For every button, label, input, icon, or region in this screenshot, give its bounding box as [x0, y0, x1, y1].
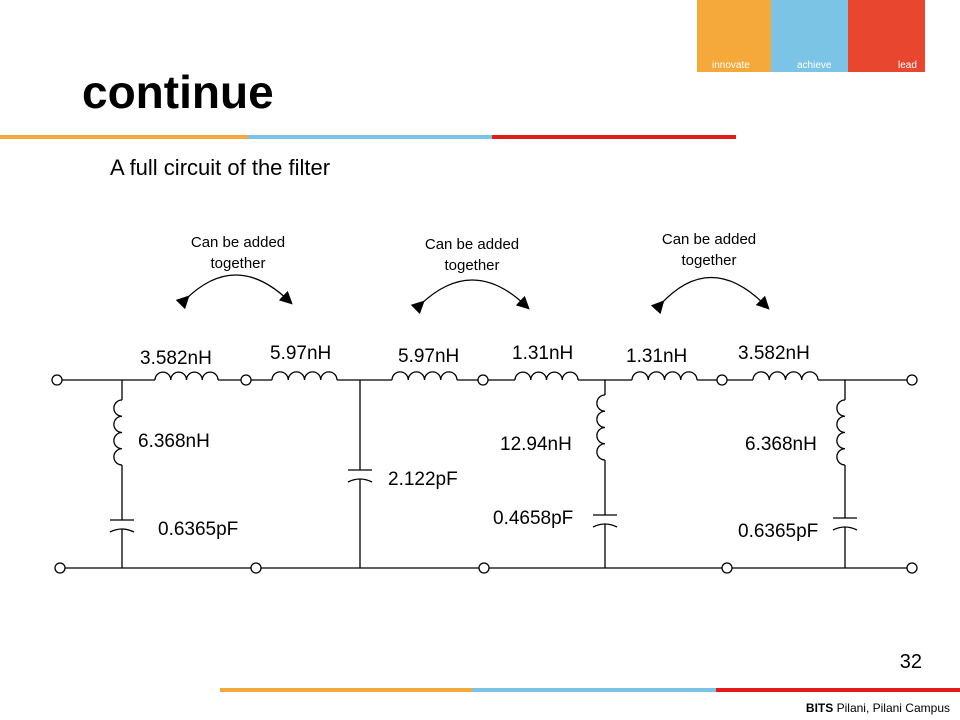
terminal	[478, 562, 490, 574]
terminal	[51, 374, 63, 386]
annotation: together	[681, 252, 736, 269]
title: continue	[82, 66, 274, 118]
component-label: 2.122pF	[388, 469, 458, 490]
inductor	[271, 371, 338, 381]
rule	[0, 135, 248, 139]
rule	[716, 688, 960, 692]
arrow	[650, 276, 770, 315]
component-label: 0.6365pF	[738, 521, 818, 542]
rule	[472, 688, 716, 692]
arrow	[175, 274, 293, 310]
inductor	[113, 399, 123, 466]
annotation: Can be added	[425, 236, 519, 253]
component-label: 5.97nH	[398, 346, 459, 367]
component-label: 1.31nH	[626, 346, 687, 367]
annotation: together	[444, 257, 499, 274]
component-label: 0.6365pF	[158, 519, 238, 540]
campus: Pilani, Pilani Campus	[837, 701, 950, 715]
inductor	[596, 394, 606, 461]
terminal	[906, 374, 918, 386]
terminal	[54, 562, 66, 574]
inductor	[391, 371, 458, 381]
rule	[248, 135, 492, 139]
component-label: 6.368nH	[745, 434, 817, 455]
logo-text: achieve	[797, 60, 832, 71]
footer: BITS Pilani, Pilani Campus	[806, 701, 950, 715]
terminal	[240, 374, 252, 386]
component-label: 0.4658pF	[493, 508, 573, 529]
terminal	[906, 562, 918, 574]
rule	[492, 135, 736, 139]
rule	[220, 688, 472, 692]
annotation: together	[210, 255, 265, 272]
terminal	[250, 562, 262, 574]
circuit	[51, 371, 918, 574]
annotation: Can be added	[191, 234, 285, 251]
component-label: 3.582nH	[738, 343, 810, 364]
brand: BITS	[806, 701, 833, 715]
inductor	[514, 371, 579, 381]
inductor	[154, 371, 219, 381]
logo-text: lead	[898, 60, 917, 71]
page-number: 32	[900, 651, 922, 673]
subtitle: A full circuit of the filter	[110, 155, 330, 180]
component-label: 3.582nH	[140, 348, 212, 369]
component-label: 5.97nH	[270, 343, 331, 364]
component-label: 12.94nH	[500, 434, 572, 455]
component-label: 6.368nH	[138, 431, 210, 452]
terminal	[721, 562, 733, 574]
inductor	[631, 371, 698, 381]
annotation: Can be added	[662, 231, 756, 248]
inductor	[752, 371, 819, 381]
logo-text: innovate	[712, 60, 750, 71]
inductor	[836, 399, 846, 466]
terminal	[716, 374, 728, 386]
arrow	[410, 279, 530, 315]
component-label: 1.31nH	[512, 343, 573, 364]
logo: innovate achieve lead	[697, 0, 925, 72]
terminal	[477, 374, 489, 386]
